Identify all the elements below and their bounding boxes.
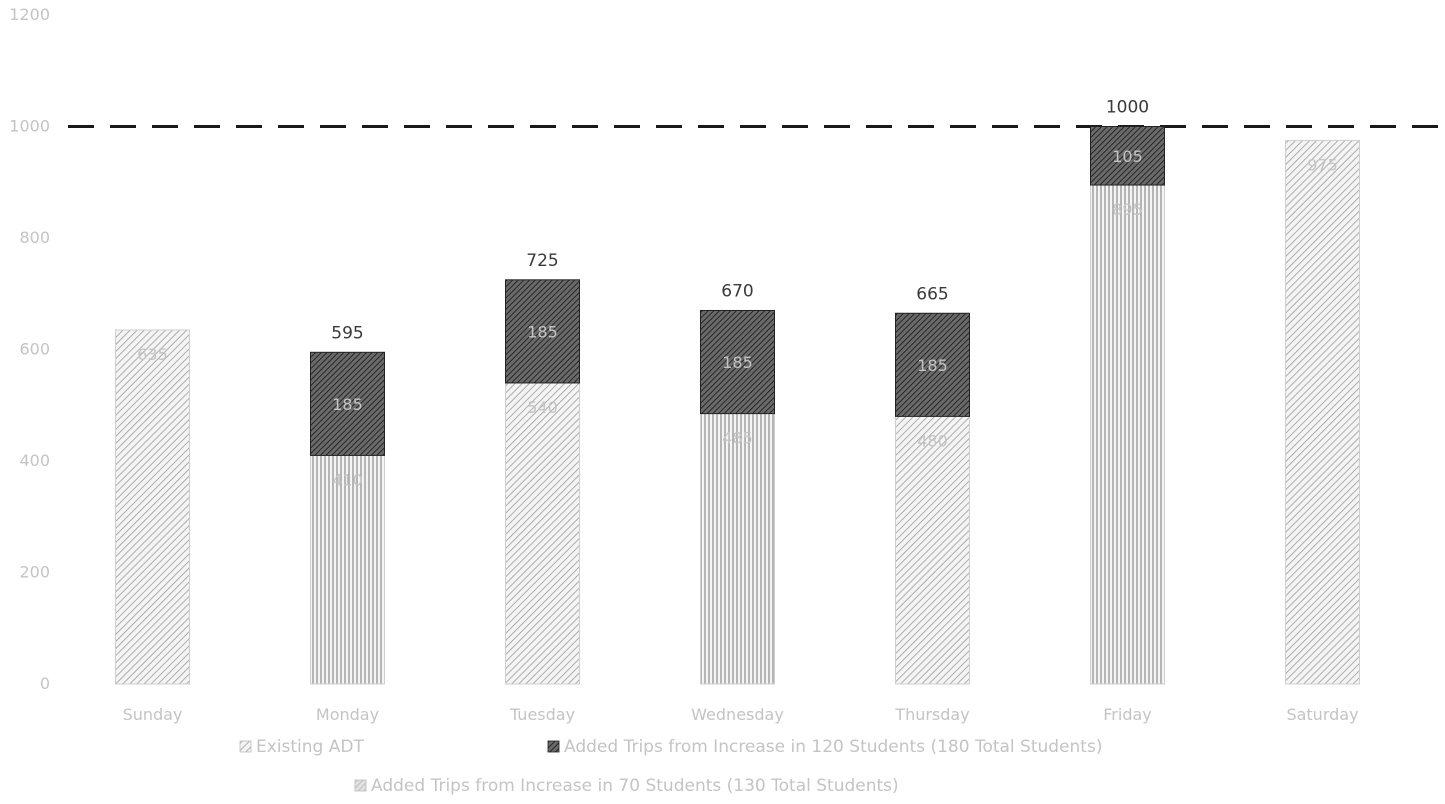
legend-swatch (547, 740, 560, 753)
bar-segment-existing-adt-friday (1090, 184, 1165, 685)
bar-group-thursday: 480 185 665 (895, 284, 970, 685)
segment-value-label: 185 (527, 322, 558, 341)
y-tick-label: 1200 (9, 5, 50, 24)
bar-segment-added-trips-from-increase-in-120-students-180-total-students-thursday (895, 312, 970, 417)
x-tick-label-friday: Friday (1103, 705, 1152, 724)
legend-label: Existing ADT (256, 737, 364, 757)
legend-item-1: Existing ADT (239, 737, 364, 757)
y-axis: 0 200 400 600 800 1000 1200 (9, 5, 50, 693)
segment-value-label: 185 (722, 353, 753, 372)
bar-segment-added-trips-from-increase-in-120-students-180-total-students-friday (1090, 126, 1165, 186)
bar-segment-existing-adt-tuesday (505, 382, 580, 685)
bar-segment-existing-adt-thursday (895, 415, 970, 685)
bar-segment-added-trips-from-increase-in-120-students-180-total-students-tuesday (505, 279, 580, 384)
bar-segment-existing-adt-sunday (115, 329, 190, 685)
segment-value-label: 410 (332, 470, 363, 489)
x-tick-label-monday: Monday (316, 705, 379, 724)
segment-value-label: 480 (917, 431, 948, 450)
y-tick-label: 1000 (9, 117, 50, 136)
bars: 635 410 185 595 540 185 725 485 185 670 480 185 665 8… (115, 98, 1360, 685)
legend-item-3: Added Trips from Increase in 70 Students… (354, 776, 899, 796)
y-tick-label: 600 (19, 340, 50, 359)
legend-swatch (354, 779, 367, 792)
legend-item-2: Added Trips from Increase in 120 Student… (547, 737, 1102, 757)
total-value-label: 595 (331, 323, 363, 343)
bar-group-wednesday: 485 185 670 (700, 281, 775, 685)
segment-value-label: 185 (332, 395, 363, 414)
bar-segment-existing-adt-wednesday (700, 413, 775, 685)
x-tick-label-wednesday: Wednesday (691, 705, 784, 724)
total-value-label: 725 (526, 251, 558, 271)
y-tick-label: 0 (40, 674, 50, 693)
segment-value-label: 185 (917, 356, 948, 375)
x-tick-label-tuesday: Tuesday (509, 705, 575, 724)
legend-swatch (239, 740, 252, 753)
bar-segment-existing-adt-saturday (1285, 139, 1360, 685)
bar-group-tuesday: 540 185 725 (505, 251, 580, 685)
y-tick-label: 800 (19, 228, 50, 247)
bar-segment-existing-adt-monday (310, 454, 385, 685)
segment-value-label: 975 (1307, 155, 1338, 174)
legend-label: Added Trips from Increase in 120 Student… (564, 737, 1102, 757)
legend-label: Added Trips from Increase in 70 Students… (371, 776, 899, 796)
bar-group-friday: 895 105 1000 (1090, 98, 1165, 685)
bar-group-sunday: 635 (115, 329, 190, 685)
bar-group-saturday: 975 (1285, 139, 1360, 685)
segment-value-label: 635 (137, 345, 168, 364)
total-value-label: 1000 (1106, 98, 1149, 118)
segment-value-label: 540 (527, 398, 558, 417)
segment-value-label: 485 (722, 429, 753, 448)
x-axis: Sunday Monday Tuesday Wednesday Thursday Frid… (123, 705, 1359, 724)
y-tick-label: 400 (19, 451, 50, 470)
total-value-label: 665 (916, 284, 948, 304)
x-tick-label-sunday: Sunday (123, 705, 183, 724)
bar-segment-added-trips-from-increase-in-120-students-180-total-students-monday (310, 351, 385, 456)
x-tick-label-thursday: Thursday (894, 705, 969, 724)
x-tick-label-saturday: Saturday (1286, 705, 1358, 724)
y-tick-label: 200 (19, 563, 50, 582)
segment-value-label: 895 (1112, 200, 1143, 219)
bar-group-monday: 410 185 595 (310, 323, 385, 685)
segment-value-label: 105 (1112, 147, 1143, 166)
total-value-label: 670 (721, 281, 753, 301)
legend: Existing ADT Added Trips from Increase in… (239, 737, 1102, 796)
bar-segment-added-trips-from-increase-in-120-students-180-total-students-wednesday (700, 309, 775, 415)
